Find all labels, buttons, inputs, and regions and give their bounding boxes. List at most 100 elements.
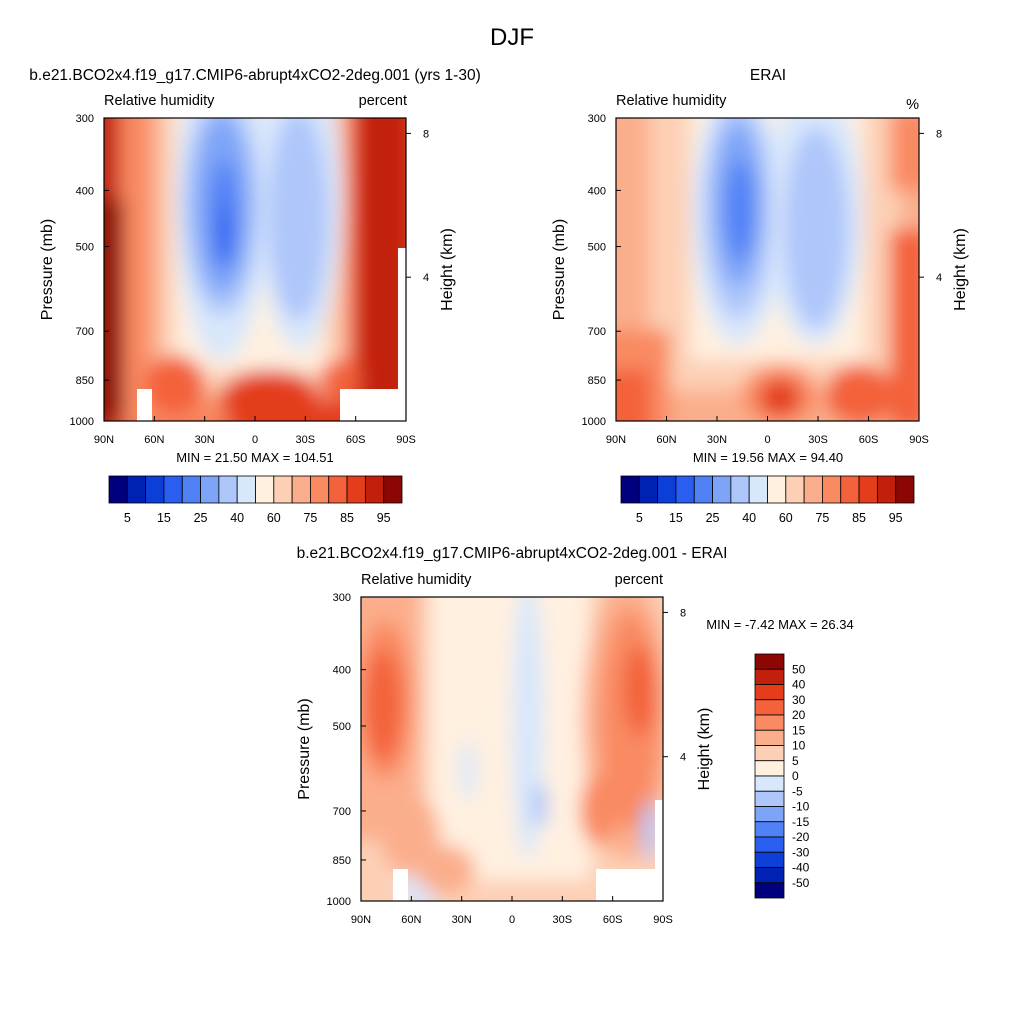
panel-diff-colorbar-box-2 (754, 684, 785, 701)
panel-diff-colorbar-label-7: 0 (792, 769, 799, 783)
panel-diff-colorbar-box-1 (754, 668, 785, 685)
panel-obs-colorbar-box-8 (767, 475, 787, 504)
panel-diff: b.e21.BCO2x4.f19_g17.CMIP6-abrupt4xCO2-2… (296, 545, 854, 926)
panel-diff-colorbar-box-4 (754, 714, 785, 731)
panel-diff-colorbar-label-5: 10 (792, 739, 806, 753)
panel-model-height-label: Height (km) (439, 228, 456, 311)
panel-model-colorbar-label-1: 15 (157, 511, 171, 525)
panel-diff-y-tick-label-3: 700 (333, 806, 351, 818)
panel-diff-height-tick-label-1: 4 (680, 752, 686, 764)
panel-diff-colorbar-box-15 (754, 882, 785, 899)
panel-obs-x-tick-label-1: 60N (656, 434, 676, 446)
panel-obs-colorbar-label-7: 95 (889, 511, 903, 525)
panel-model-y-tick-label-0: 300 (76, 113, 94, 125)
panel-model-x-tick-label-6: 90S (396, 434, 416, 446)
panel-obs-colorbar-box-11 (822, 475, 842, 504)
panel-obs-colorbar-box-4 (693, 475, 713, 504)
panel-obs-colorbar-box-9 (785, 475, 805, 504)
panel-obs-left-label: Relative humidity (616, 93, 727, 109)
panel-model-colorbar-box-11 (310, 475, 330, 504)
panel-model-x-tick-label-5: 60S (346, 434, 366, 446)
panel-diff-height-tick-label-0: 8 (680, 607, 686, 619)
panel-obs-colorbar-label-4: 60 (779, 511, 793, 525)
panel-obs-colorbar-label-3: 40 (742, 511, 756, 525)
panel-obs-colorbar-box-3 (675, 475, 695, 504)
panel-diff-colorbar-box-5 (754, 729, 785, 746)
panel-model-colorbar-box-15 (383, 475, 403, 504)
panel-obs-colorbar-box-1 (638, 475, 659, 504)
panel-diff-colorbar-box-14 (754, 867, 785, 884)
panel-model-y-tick-label-4: 850 (76, 375, 94, 387)
panel-diff-ylabel: Pressure (mb) (296, 698, 313, 799)
panel-obs-x-tick-label-0: 90N (606, 434, 626, 446)
panel-model-height-tick-label-1: 4 (423, 272, 429, 284)
panel-model-right-label: percent (359, 93, 407, 109)
panel-model-x-tick-label-1: 60N (144, 434, 164, 446)
panel-model-colorbar-label-2: 25 (194, 511, 208, 525)
panel-diff-left-label: Relative humidity (361, 572, 472, 588)
panel-model-colorbar-label-7: 95 (377, 511, 391, 525)
panel-model-colorbar-box-7 (236, 475, 256, 504)
panel-obs-height-tick-label-1: 4 (936, 272, 942, 284)
panel-obs-colorbar-box-10 (803, 475, 823, 504)
panel-model-colorbar-label-3: 40 (230, 511, 244, 525)
panel-diff-colorbar-box-6 (754, 745, 785, 762)
panel-model-ylabel: Pressure (mb) (39, 219, 56, 320)
panel-model-colorbar-box-14 (364, 475, 385, 504)
panel-diff-y-tick-label-1: 400 (333, 665, 351, 677)
panel-diff-colorbar-label-8: -5 (792, 784, 803, 798)
panel-diff-colorbar-box-9 (754, 790, 785, 807)
panel-model-y-tick-label-1: 400 (76, 185, 94, 197)
figure-title: DJF (490, 24, 534, 51)
panel-obs-y-tick-label-2: 500 (588, 242, 606, 254)
panel-model-colorbar-label-6: 85 (340, 511, 354, 525)
panel-obs-colorbar-box-6 (730, 475, 750, 504)
panel-model-y-tick-label-2: 500 (76, 242, 94, 254)
panel-diff-colorbar-box-13 (754, 851, 785, 868)
panel-obs-colorbar-label-5: 75 (815, 511, 829, 525)
panel-model-height-tick-label-0: 8 (423, 128, 429, 140)
panel-diff-colorbar-label-2: 30 (792, 693, 806, 707)
panel-diff-y-tick-label-0: 300 (333, 592, 351, 604)
panel-obs-colorbar-box-5 (712, 475, 732, 504)
panel-obs-colorbar-box-2 (657, 475, 677, 504)
panel-diff-colorbar-label-9: -10 (792, 800, 810, 814)
panel-obs-colorbar-box-13 (858, 475, 878, 504)
panel-diff-colorbar-label-1: 40 (792, 678, 806, 692)
panel-diff-colorbar-label-3: 20 (792, 708, 806, 722)
panel-model-colorbar-box-10 (291, 475, 311, 504)
panel-obs: ERAI Relative humidity % (551, 67, 969, 525)
panel-model-colorbar-box-4 (181, 475, 201, 504)
panel-obs-colorbar-box-12 (840, 475, 860, 504)
panel-obs-stats: MIN = 19.56 MAX = 94.40 (693, 450, 843, 465)
panel-diff-colorbar-label-0: 50 (792, 662, 806, 676)
panel-model-colorbar-box-2 (145, 475, 165, 504)
panel-diff-x-tick-label-6: 90S (653, 914, 673, 926)
panel-model-colorbar-box-5 (200, 475, 220, 504)
panel-diff-right-label: percent (615, 572, 663, 588)
panel-diff-x-tick-label-0: 90N (351, 914, 371, 926)
panel-diff-x-tick-label-5: 60S (603, 914, 623, 926)
panel-obs-x-tick-label-6: 90S (909, 434, 929, 446)
panel-diff-colorbar-box-10 (754, 806, 785, 823)
panel-model-x-tick-label-3: 0 (252, 434, 258, 446)
panel-model-colorbar-label-5: 75 (303, 511, 317, 525)
panel-obs-colorbar-box-7 (748, 475, 768, 504)
panel-obs-y-tick-label-5: 1000 (582, 416, 606, 428)
panel-diff-x-tick-label-2: 30N (452, 914, 472, 926)
panel-model-colorbar-box-0 (108, 475, 128, 504)
panel-obs-title: ERAI (750, 67, 786, 84)
panel-diff-colorbar-label-12: -30 (792, 845, 810, 859)
panel-diff-colorbar-box-8 (754, 775, 785, 792)
panel-diff-colorbar-label-13: -40 (792, 861, 810, 875)
panel-obs-ylabel: Pressure (mb) (551, 219, 568, 320)
panel-model-colorbar-box-9 (273, 475, 293, 504)
panel-obs-colorbar-label-1: 15 (669, 511, 683, 525)
panel-obs-colorbar-box-0 (620, 475, 640, 504)
panel-model-x-tick-label-4: 30S (296, 434, 316, 446)
panel-model-colorbar-box-12 (328, 475, 348, 504)
panel-diff-x-tick-label-3: 0 (509, 914, 515, 926)
panel-diff-x-tick-label-1: 60N (401, 914, 421, 926)
